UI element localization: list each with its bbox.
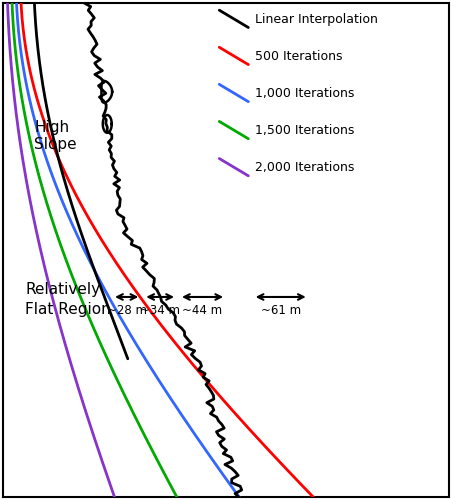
- Text: 2,000 Iterations: 2,000 Iterations: [254, 161, 354, 174]
- Text: ~44 m: ~44 m: [182, 304, 222, 318]
- Text: ~61 m: ~61 m: [260, 304, 300, 318]
- Text: 1,000 Iterations: 1,000 Iterations: [254, 87, 354, 100]
- Text: 1,500 Iterations: 1,500 Iterations: [254, 124, 354, 137]
- Text: ~28 m: ~28 m: [106, 304, 146, 318]
- Text: High
Slope: High Slope: [34, 120, 77, 152]
- Text: 500 Iterations: 500 Iterations: [254, 50, 342, 62]
- Text: ~34 m: ~34 m: [140, 304, 180, 318]
- Text: Relatively
Flat Region: Relatively Flat Region: [25, 282, 110, 317]
- Text: Linear Interpolation: Linear Interpolation: [254, 12, 377, 26]
